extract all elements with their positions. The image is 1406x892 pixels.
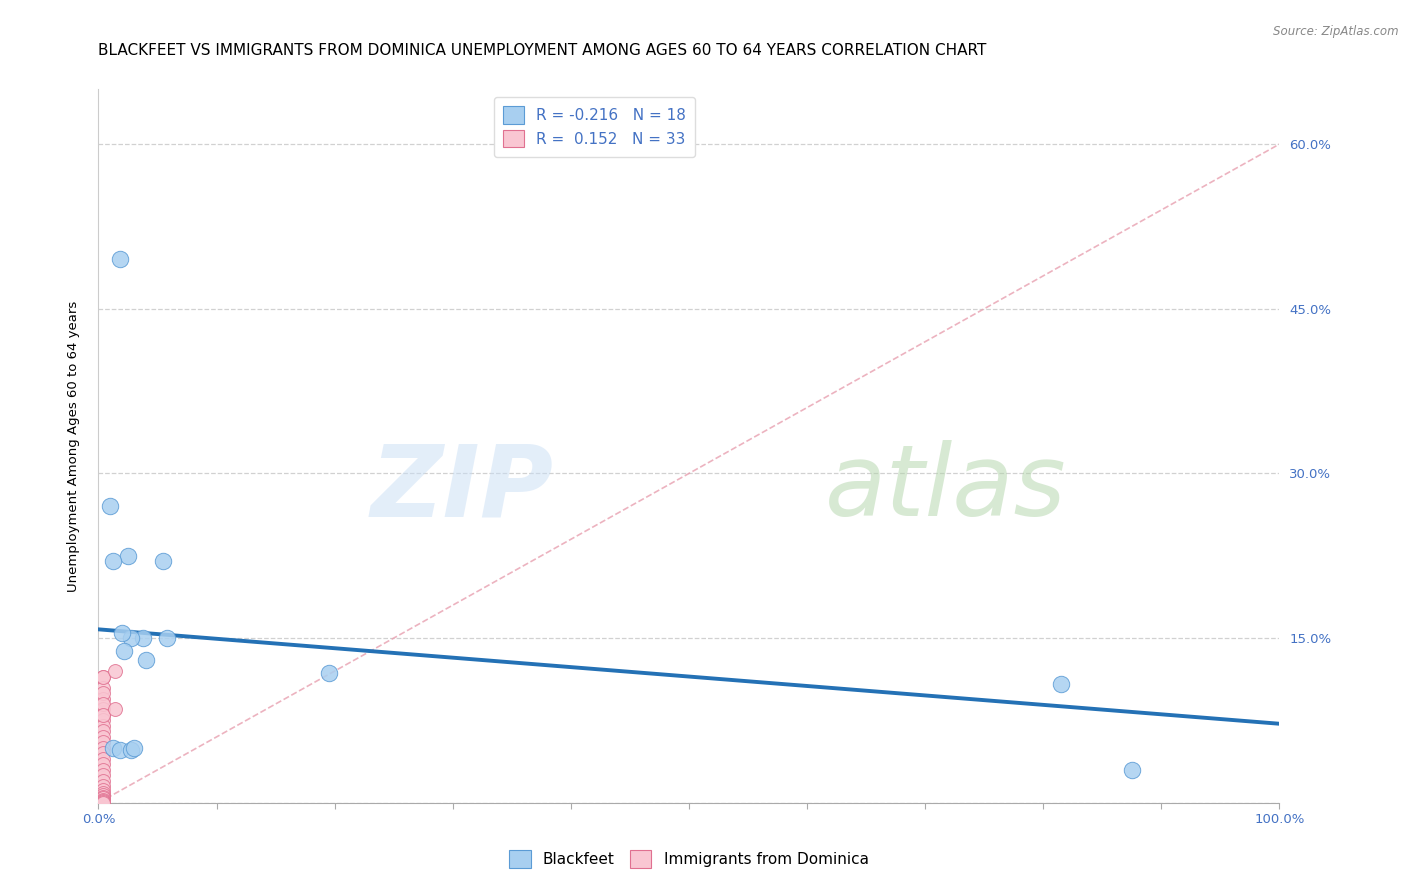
Point <box>108 743 131 757</box>
Point <box>91 708 114 723</box>
Point <box>91 686 114 700</box>
Text: atlas: atlas <box>825 441 1066 537</box>
Point <box>111 625 134 640</box>
Point <box>91 786 114 800</box>
Point <box>132 631 155 645</box>
Point <box>104 664 127 678</box>
Point <box>91 757 114 772</box>
Point <box>121 631 143 645</box>
Point <box>1121 763 1143 777</box>
Point <box>1050 677 1073 691</box>
Point <box>112 644 135 658</box>
Point <box>98 500 121 514</box>
Point <box>91 782 114 797</box>
Point <box>91 792 114 806</box>
Point <box>318 666 340 681</box>
Point <box>91 747 114 761</box>
Point <box>91 768 114 782</box>
Point <box>91 788 114 802</box>
Point <box>91 697 114 711</box>
Legend: Blackfeet, Immigrants from Dominica: Blackfeet, Immigrants from Dominica <box>501 841 877 877</box>
Point <box>91 773 114 788</box>
Point <box>91 740 114 755</box>
Point <box>91 691 114 706</box>
Point <box>91 702 114 716</box>
Point <box>91 730 114 744</box>
Point <box>91 752 114 766</box>
Point <box>91 669 114 683</box>
Y-axis label: Unemployment Among Ages 60 to 64 years: Unemployment Among Ages 60 to 64 years <box>67 301 80 591</box>
Point <box>91 763 114 777</box>
Point <box>91 714 114 728</box>
Point <box>101 740 124 755</box>
Point <box>152 554 174 568</box>
Point <box>91 796 114 810</box>
Point <box>91 719 114 733</box>
Point <box>91 794 114 808</box>
Point <box>91 795 114 809</box>
Point <box>156 631 179 645</box>
Text: BLACKFEET VS IMMIGRANTS FROM DOMINICA UNEMPLOYMENT AMONG AGES 60 TO 64 YEARS COR: BLACKFEET VS IMMIGRANTS FROM DOMINICA UN… <box>98 43 987 58</box>
Point <box>91 780 114 794</box>
Point <box>135 653 157 667</box>
Point <box>122 740 145 755</box>
Point <box>117 549 139 563</box>
Point <box>104 702 127 716</box>
Point <box>101 554 124 568</box>
Point <box>91 708 114 723</box>
Point <box>91 681 114 695</box>
Point <box>91 791 114 805</box>
Point <box>91 790 114 805</box>
Point <box>121 743 143 757</box>
Point <box>108 252 131 267</box>
Text: ZIP: ZIP <box>370 441 553 537</box>
Point <box>91 724 114 739</box>
Point <box>91 669 114 683</box>
Text: Source: ZipAtlas.com: Source: ZipAtlas.com <box>1274 25 1399 38</box>
Point <box>91 735 114 749</box>
